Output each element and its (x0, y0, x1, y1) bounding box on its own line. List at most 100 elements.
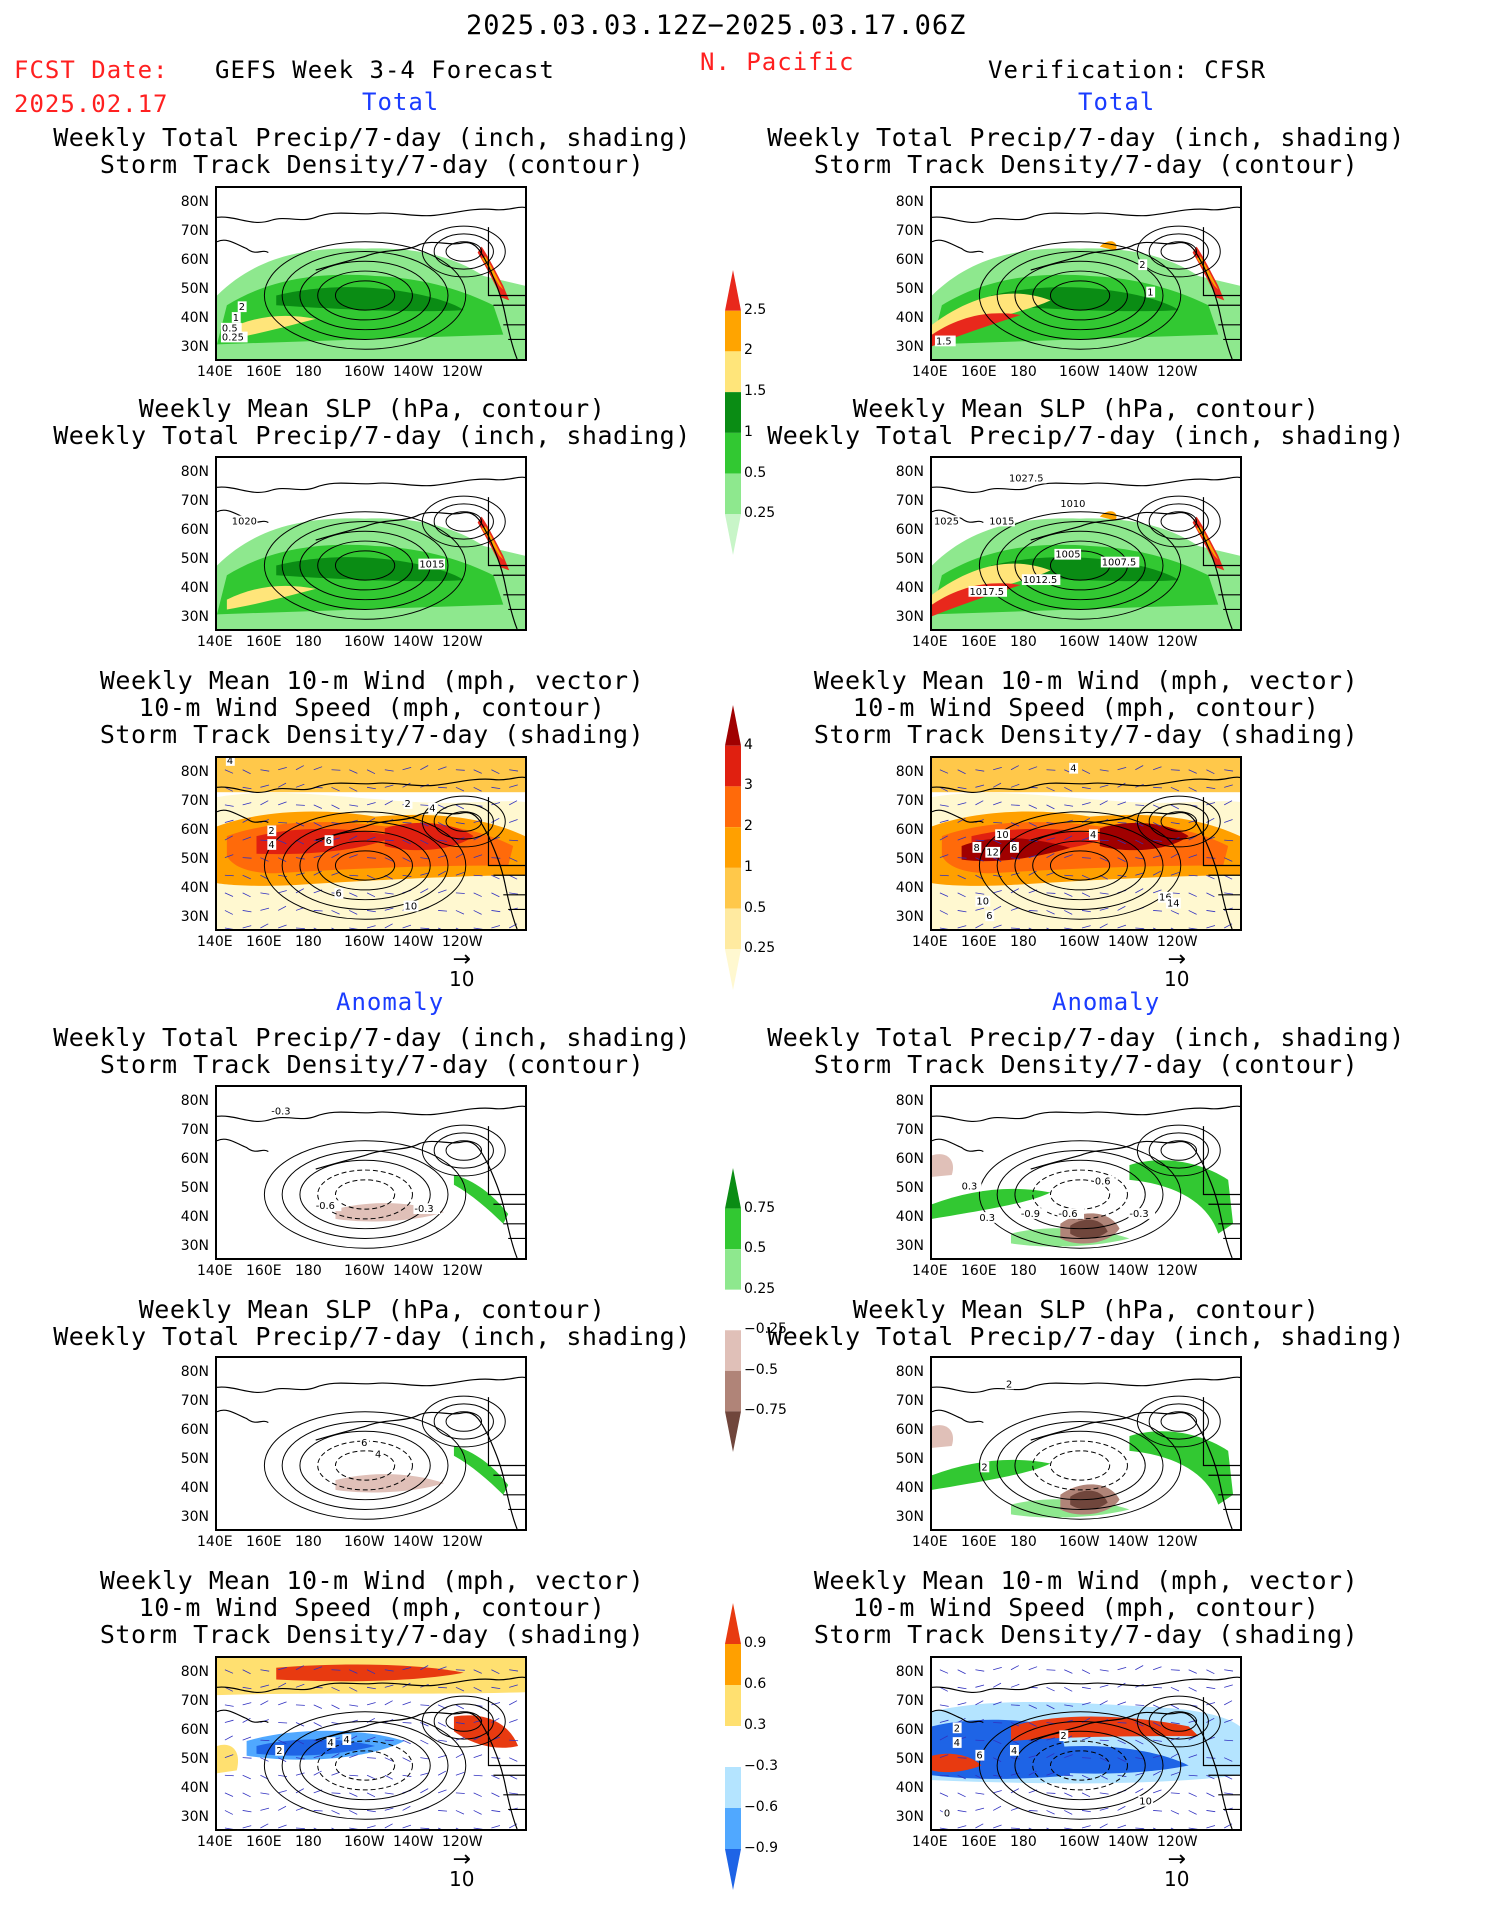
contours (263, 795, 506, 920)
r6r-lat-label: 60N (895, 1722, 924, 1738)
r2l-lat-label: 80N (180, 464, 209, 480)
precip-shading (217, 516, 525, 629)
svg-text:6: 6 (335, 889, 341, 900)
r1r-lat-label: 70N (895, 223, 924, 239)
r3r-lat-label: 60N (895, 822, 924, 838)
contours (263, 1395, 506, 1520)
r5l-lon-label: 140E (197, 1534, 233, 1550)
r2r-lon-label: 160E (961, 634, 997, 650)
r6l-lat-label: 30N (180, 1809, 209, 1825)
svg-text:-0.3: -0.3 (414, 1204, 433, 1215)
r3r-contour-label: 14 (1165, 897, 1181, 910)
r2r-lon-label: 180 (1010, 634, 1037, 650)
r6r-contour-label: 2 (952, 1722, 962, 1734)
r1r-title-line-2: Storm Track Density/7-day (contour) (813, 150, 1359, 179)
svg-text:0.25: 0.25 (222, 332, 244, 343)
r3l-vector-reference: → 10 (449, 949, 474, 992)
r2l-lon-label: 120W (442, 634, 483, 650)
coastline (932, 1376, 1240, 1529)
colorbar-precip_anom-label: 0.5 (744, 1240, 767, 1257)
r6l-contour-label: 2 (275, 1744, 285, 1757)
colorbar-storm_total-label: 3 (744, 777, 753, 794)
svg-text:4: 4 (268, 840, 274, 851)
r4r-lon-label: 140E (912, 1263, 948, 1279)
section-anomaly-right: Anomaly (1052, 988, 1161, 1016)
contours (263, 1124, 506, 1249)
r3r-lon-label: 180 (1010, 934, 1037, 950)
r4r-lon-label: 160E (961, 1263, 997, 1279)
r5r-title-line-1: Weekly Mean SLP (hPa, contour) (852, 1295, 1320, 1324)
r6l-title-line-1: Weekly Mean 10-m Wind (mph, vector) (99, 1566, 645, 1595)
r6r-lat-label: 70N (895, 1693, 924, 1709)
r3l-lon-label: 140W (393, 934, 434, 950)
r2l-lat-label: 40N (180, 580, 209, 596)
colorbar-segment (725, 1289, 741, 1331)
r4r-lat-label: 60N (895, 1151, 924, 1167)
precip-anomaly-shading (932, 1154, 1234, 1247)
colorbar-segment (725, 1168, 741, 1209)
colorbar-storm_anom-label: −0.3 (744, 1758, 778, 1774)
r1l-lon-label: 140E (197, 364, 233, 380)
vector-reference-value: 10 (1164, 967, 1190, 991)
r3l-contour-label: 6 (334, 887, 344, 900)
storm-anomaly-shading (932, 1701, 1240, 1784)
r2l-lon-label: 140W (393, 634, 434, 650)
r1r-map: 2 1 1.5 (930, 186, 1242, 361)
r2r-lon-label: 140E (912, 634, 948, 650)
r5r-title-line-2: Weekly Total Precip/7-day (inch, shading… (767, 1322, 1405, 1351)
svg-text:1015: 1015 (989, 516, 1014, 527)
colorbar-segment (725, 827, 741, 868)
contours (263, 1695, 506, 1820)
svg-text:16: 16 (1159, 893, 1172, 904)
r2l-title-line-1: Weekly Mean SLP (hPa, contour) (138, 394, 606, 423)
r1l-lat-label: 70N (180, 223, 209, 239)
r6l-contour-label: 4 (342, 1734, 352, 1746)
r5r-lat-label: 50N (895, 1451, 924, 1467)
colorbar-segment (725, 1685, 741, 1726)
r3r-contour-label: 6 (1009, 842, 1019, 854)
r3l-contour-label: 10 (403, 900, 419, 912)
r3l-contour-label: 2 (267, 825, 277, 837)
svg-text:6: 6 (1011, 843, 1017, 854)
colorbar-segment (725, 392, 741, 433)
r6l-contour-label: 4 (326, 1737, 336, 1749)
r5r-lon-label: 180 (1010, 1534, 1037, 1550)
r5r-lat-label: 30N (895, 1509, 924, 1525)
svg-text:1007.5: 1007.5 (1102, 558, 1137, 569)
vector-reference-value: 10 (449, 1867, 475, 1891)
svg-text:0: 0 (944, 1808, 950, 1819)
contours (263, 495, 506, 620)
r4r-map: 0.3 0.3 -0.9 -0.6 -0.3 0.6 (930, 1085, 1242, 1260)
precip-shading (932, 511, 1240, 629)
r3r-lat-label: 30N (895, 909, 924, 925)
r3l-lat-label: 40N (180, 880, 209, 896)
svg-text:6: 6 (361, 1438, 367, 1449)
r2l-title-line-2: Weekly Total Precip/7-day (inch, shading… (53, 421, 691, 450)
r1l-lat-label: 30N (180, 339, 209, 355)
r4r-lon-label: 160W (1059, 1263, 1100, 1279)
r6r-lon-label: 120W (1157, 1834, 1198, 1850)
r4l-title-line-1: Weekly Total Precip/7-day (inch, shading… (53, 1023, 691, 1052)
colorbar-precip_anom-label: 0.75 (744, 1199, 776, 1216)
r4r-lon-label: 120W (1157, 1263, 1198, 1279)
r5r-lat-label: 60N (895, 1422, 924, 1438)
wind-vectors (939, 1665, 1234, 1829)
r6r-lat-label: 80N (895, 1664, 924, 1680)
r1r-lon-label: 120W (1157, 364, 1198, 380)
forecast-title: GEFS Week 3-4 Forecast (215, 56, 555, 84)
r1r-contour-label: 2 (1138, 259, 1148, 271)
svg-text:4: 4 (1070, 764, 1076, 775)
r5r-lat-label: 80N (895, 1364, 924, 1380)
r3l-title-line-1: Weekly Mean 10-m Wind (mph, vector) (99, 666, 645, 695)
r4r-lon-label: 140W (1108, 1263, 1149, 1279)
r3r-lon-label: 140E (912, 934, 948, 950)
r2r-lon-label: 160W (1059, 634, 1100, 650)
r2r-contour-label: 1015 (988, 515, 1015, 527)
precip-shading (217, 246, 525, 359)
colorbar-storm_anom (725, 1603, 741, 1890)
r3r-lat-label: 50N (895, 851, 924, 867)
coastline (217, 776, 525, 929)
colorbar-segment (725, 351, 741, 393)
